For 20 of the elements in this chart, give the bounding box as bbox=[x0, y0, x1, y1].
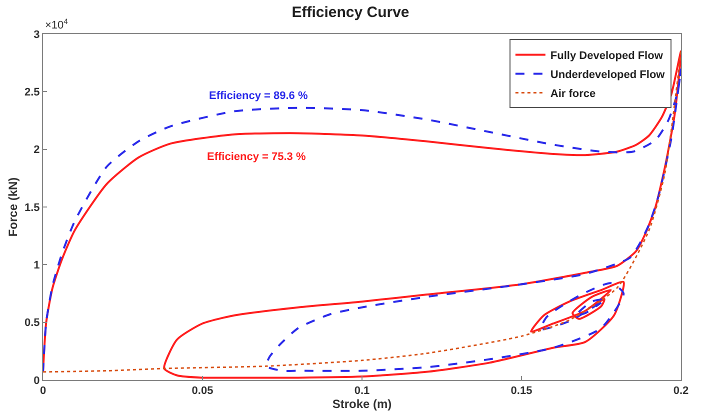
y-tick-label: 3 bbox=[34, 28, 40, 41]
x-tick-label: 0.2 bbox=[673, 385, 689, 398]
y-tick-label: 0.5 bbox=[24, 317, 40, 330]
y-axis-title: Force (kN) bbox=[6, 177, 20, 237]
y-tick-label: 0 bbox=[34, 374, 40, 387]
x-tick-label: 0.15 bbox=[510, 385, 532, 398]
y-tick-label: 1.5 bbox=[24, 202, 40, 214]
y-tick-label: 1 bbox=[34, 260, 40, 272]
x-tick-label: 0.1 bbox=[354, 385, 370, 398]
legend-label: Underdeveloped Flow bbox=[550, 68, 666, 81]
legend-label: Air force bbox=[550, 88, 596, 100]
chart-title: Efficiency Curve bbox=[292, 4, 410, 21]
x-axis-title: Stroke (m) bbox=[332, 397, 392, 412]
y-tick-label: 2.5 bbox=[24, 86, 40, 99]
x-tick-label: 0.05 bbox=[192, 385, 214, 398]
legend-label: Fully Developed Flow bbox=[550, 50, 664, 62]
y-tick-label: 2 bbox=[34, 144, 40, 156]
text: ×10$^{4}$ bbox=[45, 17, 69, 32]
annotation: Efficiency = 89.6 % bbox=[209, 90, 308, 102]
annotation: Efficiency = 75.3 % bbox=[207, 151, 306, 163]
